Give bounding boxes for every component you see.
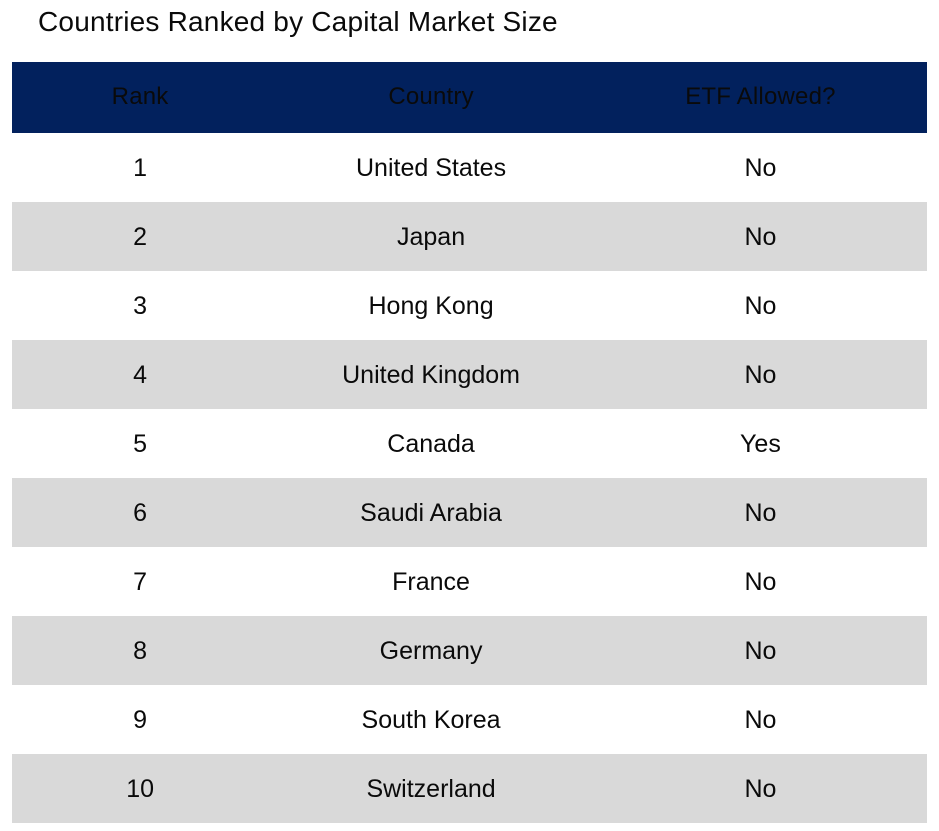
rank-cell: 5	[133, 429, 148, 458]
header-etf-allowed: ETF Allowed?	[685, 83, 836, 111]
table-row: 7 France No	[12, 547, 927, 616]
country-cell: Japan	[396, 222, 466, 251]
rank-cell: 9	[133, 705, 148, 734]
etf-cell: No	[744, 705, 777, 734]
etf-cell: No	[744, 636, 777, 665]
etf-cell: No	[744, 567, 777, 596]
rank-cell: 4	[133, 360, 148, 389]
table-row: 5 Canada Yes	[12, 409, 927, 478]
country-cell: United Kingdom	[342, 360, 520, 389]
etf-cell: No	[744, 222, 777, 251]
country-cell: Hong Kong	[368, 291, 494, 320]
etf-cell: No	[744, 498, 777, 527]
table-row: 1 United States No	[12, 133, 927, 202]
country-cell: Canada	[387, 429, 475, 458]
table-row: 10 Switzerland No	[12, 754, 927, 823]
capital-market-table: Rank Country ETF Allowed? 1 United State…	[12, 62, 927, 823]
rank-cell: 10	[126, 774, 154, 803]
rank-cell: 8	[133, 636, 148, 665]
country-cell: South Korea	[361, 705, 501, 734]
etf-cell: No	[744, 291, 777, 320]
page-title: Countries Ranked by Capital Market Size	[38, 6, 558, 37]
header-rank: Rank	[111, 83, 169, 111]
country-cell: Saudi Arabia	[360, 498, 502, 527]
rank-cell: 2	[133, 222, 148, 251]
table-row: 2 Japan No	[12, 202, 927, 271]
etf-cell: No	[744, 153, 777, 182]
table-row: 4 United Kingdom No	[12, 340, 927, 409]
table-row: 6 Saudi Arabia No	[12, 478, 927, 547]
table-header-row: Rank Country ETF Allowed?	[12, 62, 927, 133]
etf-cell: No	[744, 774, 777, 803]
etf-cell: Yes	[740, 429, 781, 458]
rank-cell: 3	[133, 291, 148, 320]
etf-cell: No	[744, 360, 777, 389]
country-cell: Germany	[379, 636, 483, 665]
rank-cell: 6	[133, 498, 148, 527]
table-row: 9 South Korea No	[12, 685, 927, 754]
header-country: Country	[388, 83, 474, 111]
rank-cell: 1	[133, 153, 148, 182]
table-row: 8 Germany No	[12, 616, 927, 685]
country-cell: France	[392, 567, 470, 596]
rank-cell: 7	[133, 567, 148, 596]
country-cell: United States	[356, 153, 507, 182]
table-row: 3 Hong Kong No	[12, 271, 927, 340]
country-cell: Switzerland	[366, 774, 496, 803]
